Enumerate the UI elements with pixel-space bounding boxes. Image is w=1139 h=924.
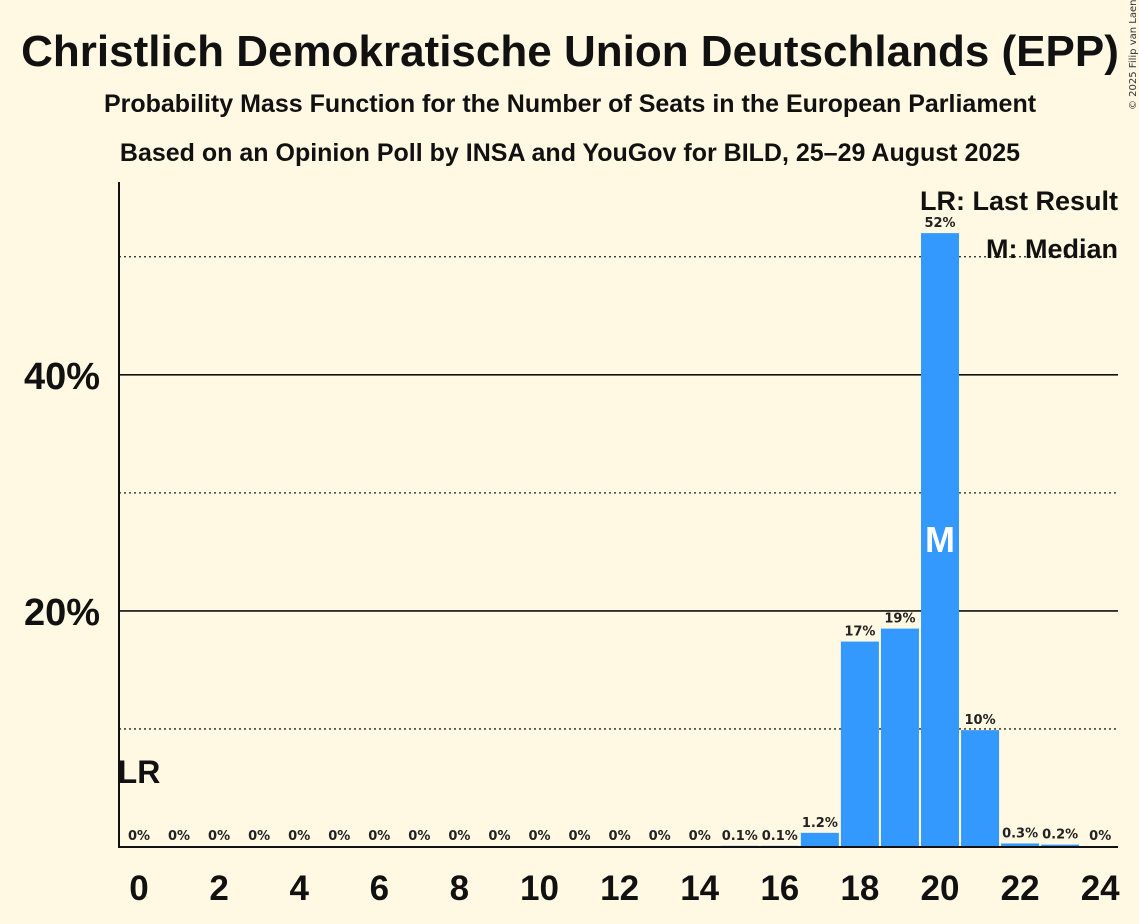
chart-subtitle-2: Based on an Opinion Poll by INSA and You… xyxy=(120,139,1020,167)
data-label-seat-0: 0% xyxy=(128,829,150,844)
bar-seat-21 xyxy=(961,730,1000,847)
data-label-seat-24: 0% xyxy=(1089,829,1111,844)
bar-seat-23 xyxy=(1041,844,1080,847)
x-tick-label-12: 12 xyxy=(600,869,639,908)
x-tick-label-14: 14 xyxy=(680,869,719,908)
legend-last-result: LR: Last Result xyxy=(920,186,1118,216)
x-tick-label-4: 4 xyxy=(289,869,309,908)
data-label-seat-18: 17% xyxy=(844,625,875,640)
bar-seat-22 xyxy=(1001,843,1040,847)
x-tick-label-20: 20 xyxy=(921,869,960,908)
data-label-seat-19: 19% xyxy=(884,612,915,627)
data-label-seat-3: 0% xyxy=(248,829,270,844)
data-label-seat-9: 0% xyxy=(488,829,510,844)
data-label-seat-5: 0% xyxy=(328,829,350,844)
legend-median: M: Median xyxy=(986,234,1118,264)
median-marker: M xyxy=(925,519,955,560)
x-tick-label-24: 24 xyxy=(1081,869,1120,908)
data-label-seat-21: 10% xyxy=(964,713,995,728)
data-label-seat-17: 1.2% xyxy=(802,816,838,831)
x-tick-label-22: 22 xyxy=(1001,869,1040,908)
data-label-seat-7: 0% xyxy=(408,829,430,844)
data-label-seat-2: 0% xyxy=(208,829,230,844)
data-label-seat-6: 0% xyxy=(368,829,390,844)
data-label-seat-20: 52% xyxy=(924,216,955,231)
x-tick-label-18: 18 xyxy=(840,869,879,908)
bar-seat-19 xyxy=(880,628,919,847)
data-label-seat-13: 0% xyxy=(649,829,671,844)
data-label-seat-23: 0.2% xyxy=(1042,828,1078,843)
bar-seat-18 xyxy=(840,641,879,847)
data-label-seat-15: 0.1% xyxy=(722,829,758,844)
bars-group xyxy=(720,233,1080,847)
data-label-seat-11: 0% xyxy=(569,829,591,844)
bar-seat-20 xyxy=(921,233,959,847)
data-label-seat-14: 0% xyxy=(689,829,711,844)
data-label-seat-4: 0% xyxy=(288,829,310,844)
data-label-seat-22: 0.3% xyxy=(1002,826,1038,841)
x-tick-label-10: 10 xyxy=(520,869,559,908)
x-tick-label-0: 0 xyxy=(129,869,148,908)
chart-subtitle-1: Probability Mass Function for the Number… xyxy=(104,90,1037,118)
y-tick-label-40: 40% xyxy=(24,356,100,398)
data-label-seat-10: 0% xyxy=(528,829,550,844)
x-tick-label-6: 6 xyxy=(370,869,389,908)
gridlines xyxy=(119,256,1118,730)
x-tick-label-2: 2 xyxy=(209,869,228,908)
x-tick-label-8: 8 xyxy=(450,869,469,908)
chart-title: Christlich Demokratische Union Deutschla… xyxy=(21,27,1119,76)
x-tick-label-16: 16 xyxy=(760,869,799,908)
data-label-seat-12: 0% xyxy=(609,829,631,844)
copyright-note: © 2025 Filip van Laenen xyxy=(1128,0,1139,110)
data-label-seat-16: 0.1% xyxy=(762,829,798,844)
data-label-seat-1: 0% xyxy=(168,829,190,844)
last-result-marker: LR xyxy=(118,754,161,790)
data-label-seat-8: 0% xyxy=(448,829,470,844)
bar-seat-17 xyxy=(800,832,839,847)
y-tick-label-20: 20% xyxy=(24,592,100,634)
data-labels-group: 0% 0% 0% 0% 0% 0% 0% 0% 0% 0% 0% 0% 0% 0% 0% 0.1% 0.1% 1.… xyxy=(128,216,1111,844)
